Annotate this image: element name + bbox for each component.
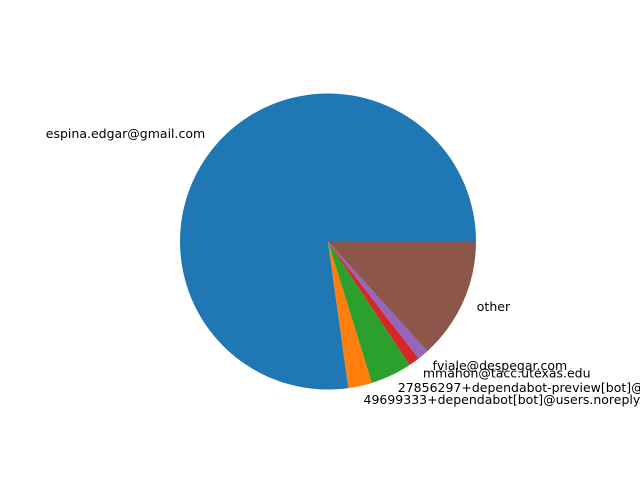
pie-label-1: 49699333+dependabot[bot]@users.noreply.g… [364, 392, 640, 407]
pie-slice-0 [179, 93, 477, 390]
pie-label-4: fviale@despegar.com [433, 358, 568, 373]
pie-slice-4 [328, 241, 428, 359]
pie-label-2: 27856297+dependabot-preview[bot]@users.n… [398, 380, 640, 395]
pie-slices [179, 93, 477, 390]
pie-label-5: other [477, 299, 511, 314]
pie-slice-1 [328, 241, 372, 389]
pie-slice-2 [328, 241, 410, 383]
pie-label-0: espina.edgar@gmail.com [46, 126, 205, 141]
pie-slice-5 [328, 241, 476, 352]
pie-labels: espina.edgar@gmail.com 49699333+dependabo… [46, 126, 640, 407]
pie-slice-3 [328, 241, 419, 365]
pie-label-3: mmahon@tacc.utexas.edu [423, 365, 591, 380]
